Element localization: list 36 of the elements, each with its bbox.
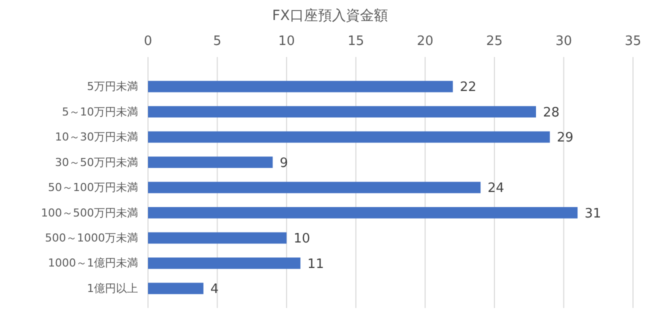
y-tick-label: 5万円未満 <box>87 80 138 94</box>
x-tick-label: 35 <box>624 34 642 49</box>
x-tick-label: 25 <box>486 34 503 49</box>
data-label: 24 <box>488 181 504 196</box>
x-tick-label: 15 <box>348 34 364 49</box>
chart-title: FX口座預入資金額 <box>272 8 388 24</box>
y-tick-label: 500～1000万未満 <box>45 231 138 244</box>
y-tick-label: 50～100万円未満 <box>48 181 138 194</box>
y-tick-label: 10～30万円未満 <box>55 130 138 144</box>
data-label: 10 <box>294 232 310 247</box>
bar <box>148 282 204 294</box>
x-tick-label: 10 <box>278 34 295 49</box>
bar <box>148 207 578 218</box>
y-tick-label: 100～500万円未満 <box>41 206 138 220</box>
y-tick-label: 1億円以上 <box>87 282 138 295</box>
y-tick-label: 1000～1億円未満 <box>48 256 138 270</box>
y-tick-label: 30～50万円未満 <box>55 156 138 169</box>
data-label: 4 <box>210 282 219 297</box>
bar <box>148 182 481 194</box>
x-tick-label: 0 <box>144 34 152 49</box>
x-tick-label: 5 <box>213 34 222 49</box>
x-tick-label: 20 <box>416 34 434 49</box>
bar <box>148 258 300 269</box>
data-label: 11 <box>307 256 324 272</box>
bar <box>148 131 550 143</box>
data-label: 22 <box>460 80 476 96</box>
bar <box>148 156 273 168</box>
bar <box>148 232 287 244</box>
x-tick-label: 30 <box>555 34 572 49</box>
data-label: 28 <box>543 105 560 120</box>
bar <box>148 80 453 92</box>
data-label: 29 <box>556 130 574 146</box>
data-label: 9 <box>280 156 288 171</box>
bar <box>148 106 536 118</box>
y-tick-label: 5～10万円未満 <box>62 105 138 118</box>
data-label: 31 <box>584 206 602 222</box>
